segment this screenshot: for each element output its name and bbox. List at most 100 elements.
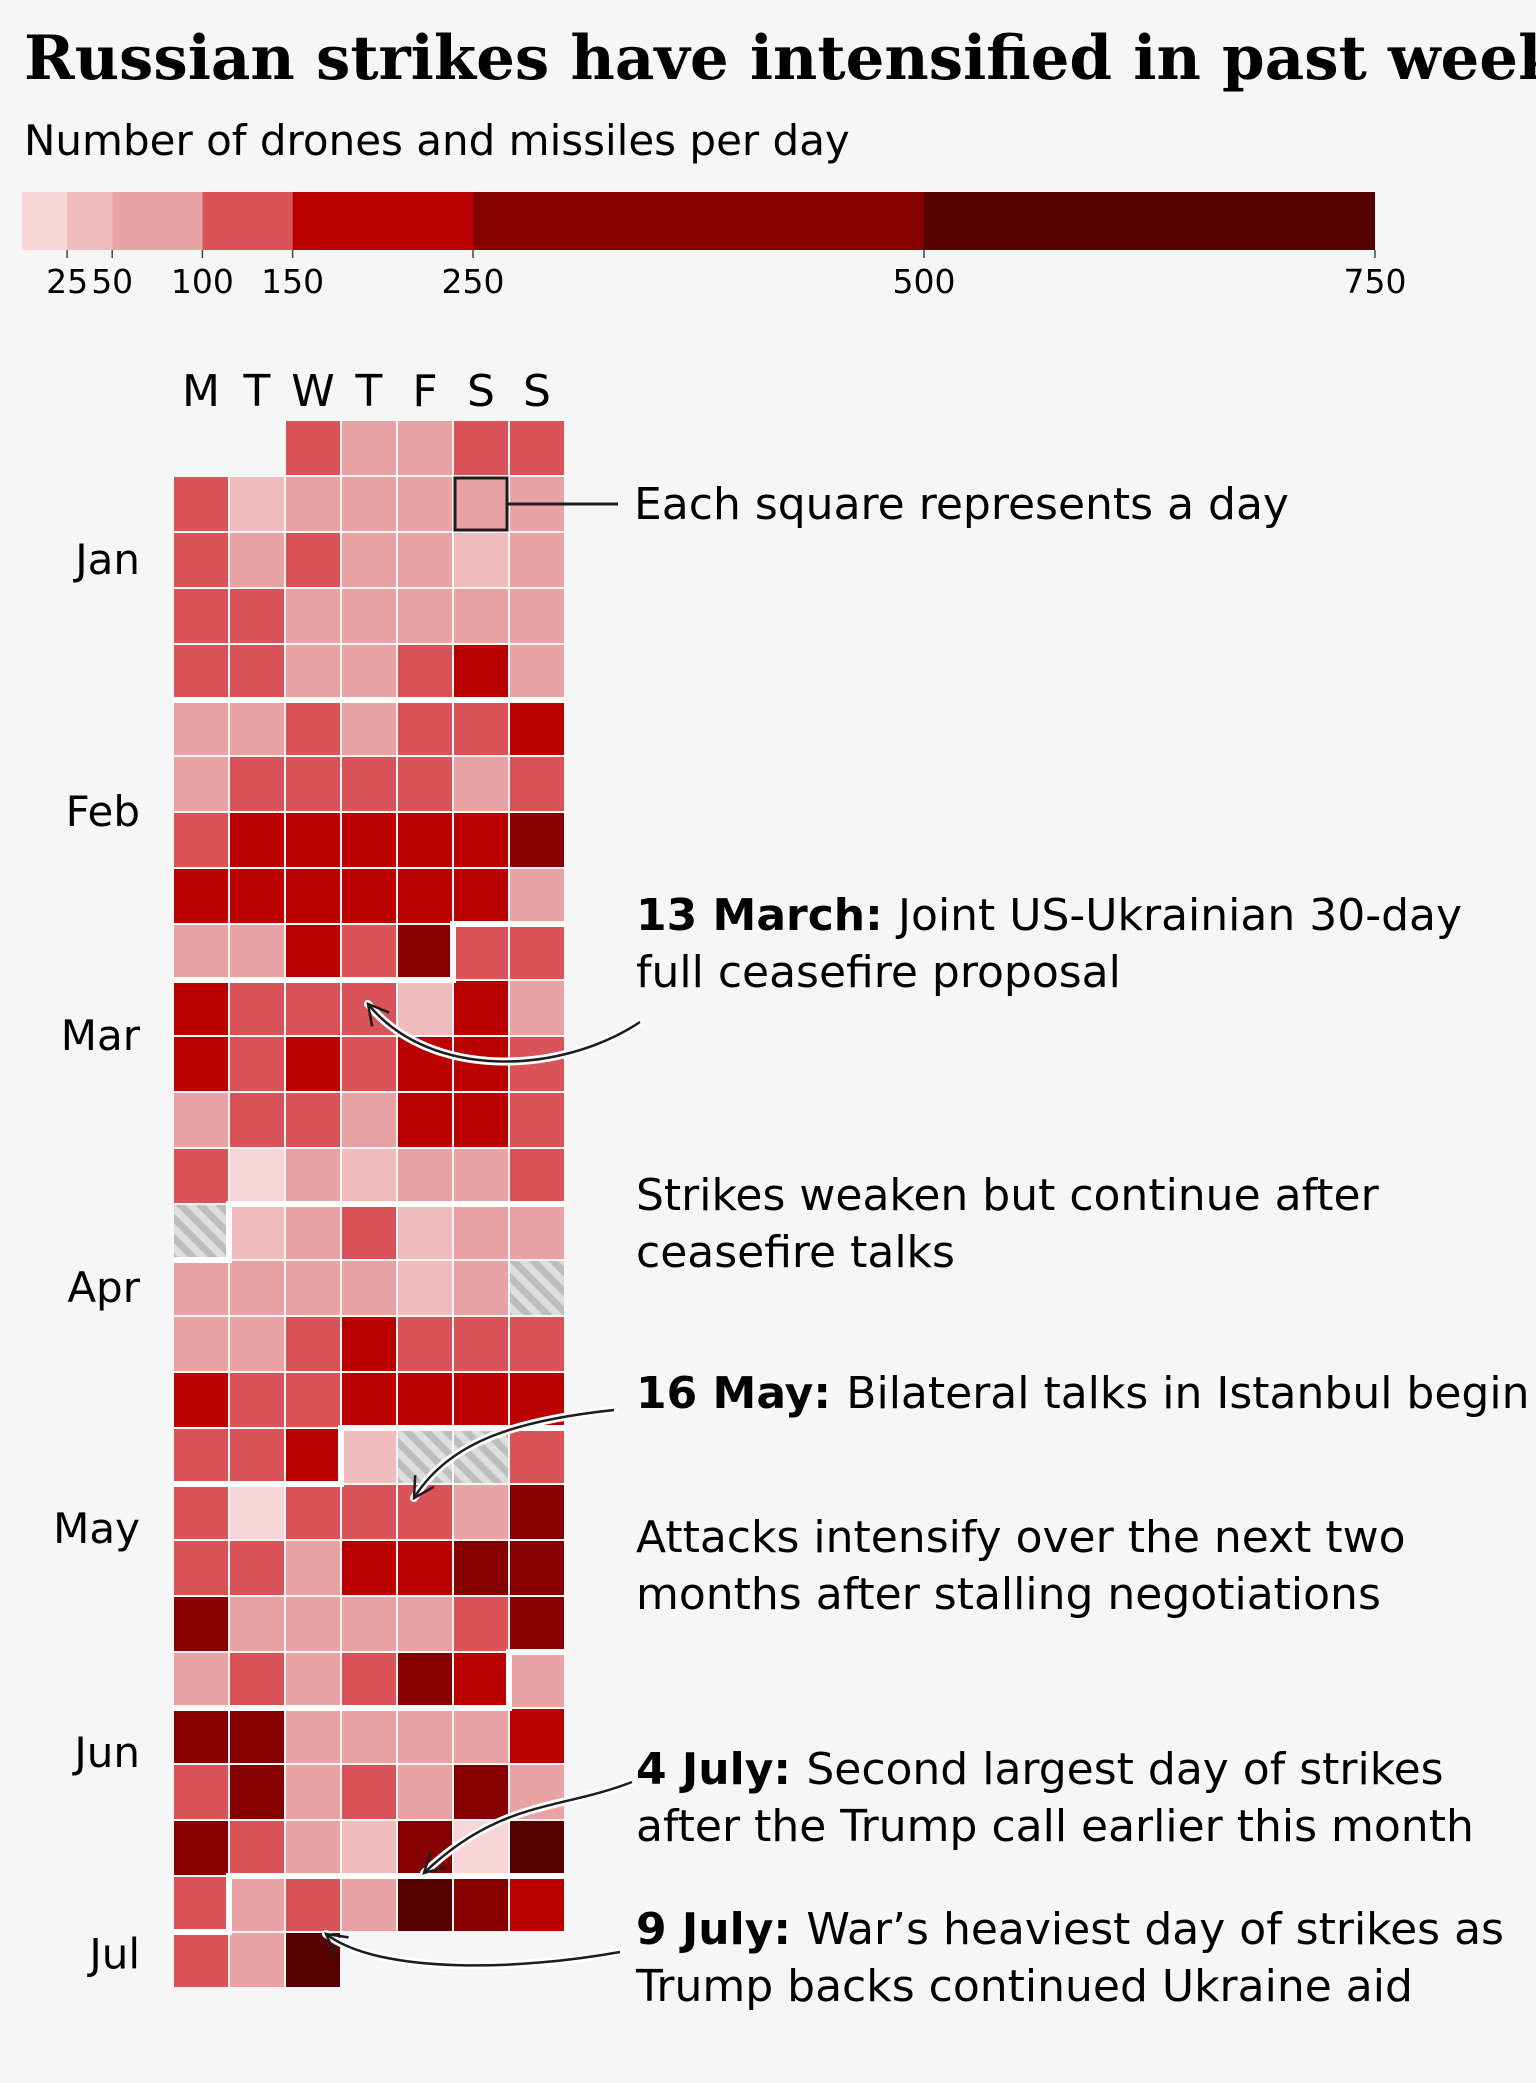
day-cell (284, 699, 342, 757)
day-cell (284, 979, 342, 1037)
month-label-jan: Jan (72, 535, 140, 584)
day-cell (284, 1203, 342, 1261)
month-boundary (173, 921, 565, 983)
day-cell (452, 1315, 510, 1373)
chart-subtitle: Number of drones and missiles per day (24, 116, 850, 165)
day-cell (508, 531, 566, 589)
day-cell (172, 1707, 230, 1765)
day-cell (228, 1707, 286, 1765)
day-cell (340, 755, 398, 813)
day-cell (452, 811, 510, 869)
day-cell (508, 1147, 566, 1205)
day-cell (396, 1315, 454, 1373)
arrow-head (366, 1001, 390, 1027)
day-cell (396, 1371, 454, 1429)
legend-tick-label: 150 (261, 262, 324, 301)
annotation-date: 9 July: (636, 1904, 806, 1955)
legend-swatch-3 (202, 192, 293, 250)
day-cell (172, 1931, 230, 1989)
annotation-2: 16 May: Bilateral talks in Istanbul begi… (410, 1368, 1529, 1502)
legend-swatch-4 (292, 192, 473, 250)
day-cell (508, 1651, 566, 1709)
annotation-text: after the Trump call earlier this month (636, 1801, 1474, 1852)
day-cell (228, 475, 286, 533)
day-cell (284, 1147, 342, 1205)
day-cell (172, 755, 230, 813)
day-cell (340, 419, 398, 477)
day-cell (228, 1819, 286, 1877)
day-cell (508, 419, 566, 477)
day-cell (172, 1427, 230, 1485)
day-cell (172, 1091, 230, 1149)
day-cell (284, 531, 342, 589)
day-cell (284, 1539, 342, 1597)
day-cell (172, 643, 230, 701)
day-cell (452, 923, 510, 981)
day-cell (172, 1315, 230, 1373)
day-cell (172, 1819, 230, 1877)
day-cell (452, 643, 510, 701)
day-cell (452, 531, 510, 589)
month-boundary (173, 1873, 565, 1935)
annotation-arrow (412, 1408, 615, 1499)
day-cell (172, 1371, 230, 1429)
month-boundary (173, 1425, 565, 1487)
day-cell (172, 1595, 230, 1653)
day-cell (340, 643, 398, 701)
day-cell-no-data (172, 1203, 230, 1261)
day-cell (172, 1763, 230, 1821)
day-cell (452, 475, 510, 533)
day-cell (172, 531, 230, 589)
legend-swatch-6 (924, 192, 1375, 250)
day-cell (396, 587, 454, 645)
day-cell (340, 1315, 398, 1373)
day-cell (228, 1315, 286, 1373)
day-cell (508, 923, 566, 981)
month-label-may: May (53, 1504, 140, 1553)
day-cell (284, 643, 342, 701)
day-cell (284, 1651, 342, 1709)
day-cell (452, 979, 510, 1037)
day-cell (452, 1707, 510, 1765)
day-cell (172, 587, 230, 645)
day-cell (508, 699, 566, 757)
annotation-0: 13 March: Joint US-Ukrainian 30-day full … (364, 890, 1462, 1066)
day-cell (508, 811, 566, 869)
day-cell (396, 1203, 454, 1261)
day-cell (172, 1875, 230, 1933)
day-cell (228, 699, 286, 757)
annotation-1: Strikes weaken but continue after ceasefi… (636, 1170, 1380, 1278)
day-cell (284, 1875, 342, 1933)
day-cell (508, 867, 566, 925)
day-cell (284, 1707, 342, 1765)
annotation-arrow (423, 1780, 633, 1874)
annotation-arrow (325, 1933, 621, 1967)
annotation-text: Trump backs continued Ukraine aid (635, 1961, 1413, 2012)
legend-tick-label: 250 (442, 262, 505, 301)
day-cell (396, 1763, 454, 1821)
day-cell (228, 1147, 286, 1205)
day-cell (284, 1763, 342, 1821)
day-cell (396, 1875, 454, 1933)
annotation-4: 4 July: Second largest day of strikes aft… (420, 1744, 1474, 1877)
day-cell (396, 1091, 454, 1149)
day-cell (172, 811, 230, 869)
arrow-head (412, 1475, 435, 1501)
annotation-5: 9 July: War’s heaviest day of strikes as… (322, 1904, 1504, 2012)
day-cell (340, 811, 398, 869)
day-cell (396, 979, 454, 1037)
annotation-date: 4 July: (636, 1744, 806, 1795)
day-cell (396, 1707, 454, 1765)
day-cell (228, 755, 286, 813)
day-cell (508, 1483, 566, 1541)
day-cell (340, 867, 398, 925)
month-labels: Jan Feb Mar Apr May Jun Jul (53, 535, 141, 1978)
annotation-text: Attacks intensify over the next two (636, 1512, 1406, 1563)
day-cell (228, 1931, 286, 1989)
annotation-text: 4 July: Second largest day of strikes (636, 1744, 1444, 1795)
day-cell (228, 587, 286, 645)
day-cell (396, 419, 454, 477)
month-label-apr: Apr (67, 1263, 140, 1312)
day-cell (284, 923, 342, 981)
